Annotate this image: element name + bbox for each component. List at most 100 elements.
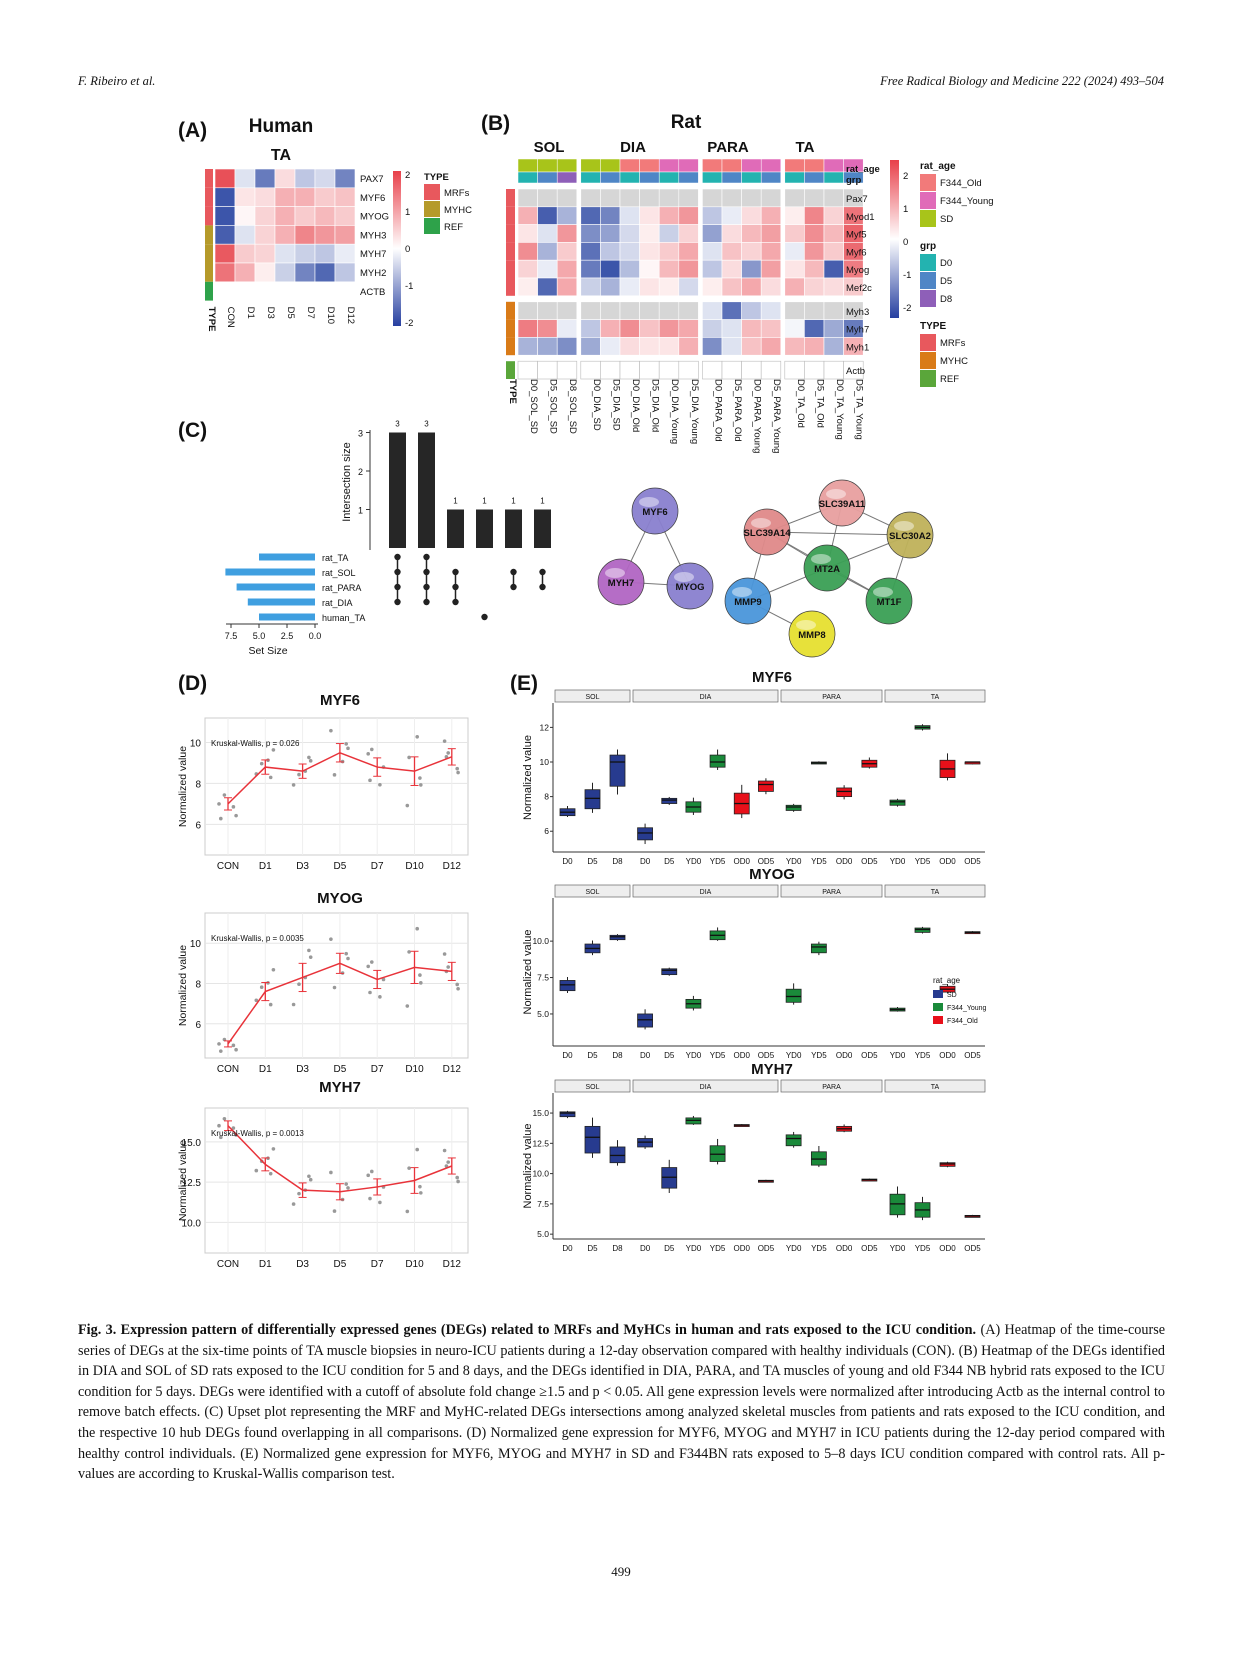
legend-title: grp: [920, 241, 936, 252]
network-node: [597, 558, 645, 606]
legend-label: MRFs: [940, 338, 966, 349]
grp-annotation-cell: [741, 171, 762, 184]
heatmap-cell: [658, 242, 680, 261]
heatmap-cell: [580, 224, 601, 243]
y-tick: 2: [358, 467, 363, 477]
heatmap-cell: [254, 281, 276, 301]
sample-label: D0_PARA_Young: [752, 379, 763, 453]
heatmap-cell: [784, 259, 805, 279]
heatmap-cell: [600, 301, 621, 320]
heatmap-cell: [823, 301, 844, 320]
heatmap-cell: [580, 206, 601, 225]
heatmap-cell: [556, 259, 578, 279]
rat-age-annotation-cell: [741, 158, 762, 173]
heatmap-cell: [760, 360, 782, 380]
x-tick: OD0: [734, 857, 751, 866]
data-point: [329, 1170, 333, 1175]
facet-label: DIA: [700, 889, 712, 896]
data-point: [370, 747, 374, 752]
data-point: [254, 998, 259, 1003]
heatmap-cell: [721, 360, 742, 380]
data-point: [419, 783, 423, 787]
stat-label: Kruskal-Wallis, p = 0.0013: [211, 1129, 304, 1138]
heatmap-cell: [760, 259, 782, 279]
legend-swatch: [920, 272, 936, 289]
heatmap-cell: [517, 188, 538, 208]
x-tick: YD0: [686, 1244, 702, 1253]
sample-label: D5_TA_Old: [814, 379, 825, 428]
heatmap-cell: [721, 337, 742, 356]
heatmap-cell: [804, 301, 825, 320]
heatmap-cell: [721, 319, 742, 338]
grp-annotation-cell: [678, 171, 699, 184]
x-tick: D5: [664, 1051, 675, 1060]
facet-label: PARA: [822, 889, 841, 896]
heatmap-cell: [678, 337, 699, 356]
heatmap-cell: [639, 277, 660, 297]
data-point: [418, 1184, 422, 1189]
legend-swatch: [920, 370, 936, 387]
data-point: [418, 776, 422, 780]
facet-label: TA: [931, 694, 940, 701]
intersection-bar: [389, 432, 406, 548]
heatmap-cell: [741, 188, 762, 208]
scale-tick: -1: [405, 281, 413, 292]
grp-annotation-cell: [517, 171, 538, 184]
x-tick: OD0: [836, 1244, 853, 1253]
x-tick: D3: [296, 861, 309, 872]
sample-label: CON: [225, 307, 236, 328]
data-point: [268, 1171, 273, 1176]
stat-label: Kruskal-Wallis, p = 0.0035: [211, 934, 304, 943]
heatmap-cell: [721, 188, 742, 208]
membership-dot: [481, 568, 488, 576]
heatmap-cell: [823, 360, 844, 380]
heatmap-cell: [702, 188, 723, 208]
sample-label: D5_TA_Young: [854, 379, 865, 440]
heatmap-cell: [294, 262, 316, 283]
network-node: [724, 577, 772, 625]
heatmap-cell: [334, 187, 356, 207]
data-point: [446, 1160, 451, 1164]
x-tick: D12: [443, 1064, 462, 1075]
data-point: [231, 1043, 236, 1048]
x-tick: D7: [371, 1259, 384, 1270]
x-tick: YD0: [786, 857, 802, 866]
type-axis-label: TYPE: [507, 379, 518, 404]
facet-strip: [780, 689, 883, 703]
legend-label: MYHC: [940, 356, 968, 367]
x-tick: D7: [371, 861, 384, 872]
set-axis-tick: 2.5: [281, 631, 294, 641]
heatmap-cell: [741, 259, 762, 279]
box: [709, 754, 726, 768]
rat-age-annotation-cell: [702, 158, 723, 173]
subplot-title: MYOG: [317, 890, 363, 907]
y-tick: 8: [195, 979, 201, 990]
data-point: [268, 775, 273, 780]
heatmap-cell: [702, 337, 723, 356]
grp-annotation-cell: [843, 171, 864, 184]
x-tick: OD5: [964, 1051, 981, 1060]
x-tick: D0: [640, 1244, 651, 1253]
heatmap-cell: [334, 225, 356, 245]
type-annotation-cell: [506, 319, 515, 338]
rat-age-annotation-cell: [639, 158, 660, 173]
data-point: [442, 739, 447, 743]
heatmap-cell: [556, 277, 578, 297]
heatmap-cell: [556, 360, 578, 380]
x-tick: OD0: [734, 1051, 751, 1060]
y-tick: 12.5: [532, 1138, 549, 1148]
heatmap-cell: [843, 277, 864, 297]
scale-tick: -2: [405, 318, 413, 329]
plot-area: [204, 1107, 469, 1254]
x-tick: OD0: [939, 857, 956, 866]
plot-area: [204, 717, 469, 856]
heatmap-cell: [619, 360, 640, 380]
heatmap-cell: [804, 188, 825, 208]
heatmap-cell: [619, 319, 640, 338]
legend-label: D0: [940, 258, 952, 269]
network-edge: [766, 531, 911, 536]
heatmap-cell: [517, 277, 538, 297]
heatmap-cell: [639, 242, 660, 261]
grp-annotation-cell: [537, 171, 558, 184]
network-node: [631, 487, 679, 535]
